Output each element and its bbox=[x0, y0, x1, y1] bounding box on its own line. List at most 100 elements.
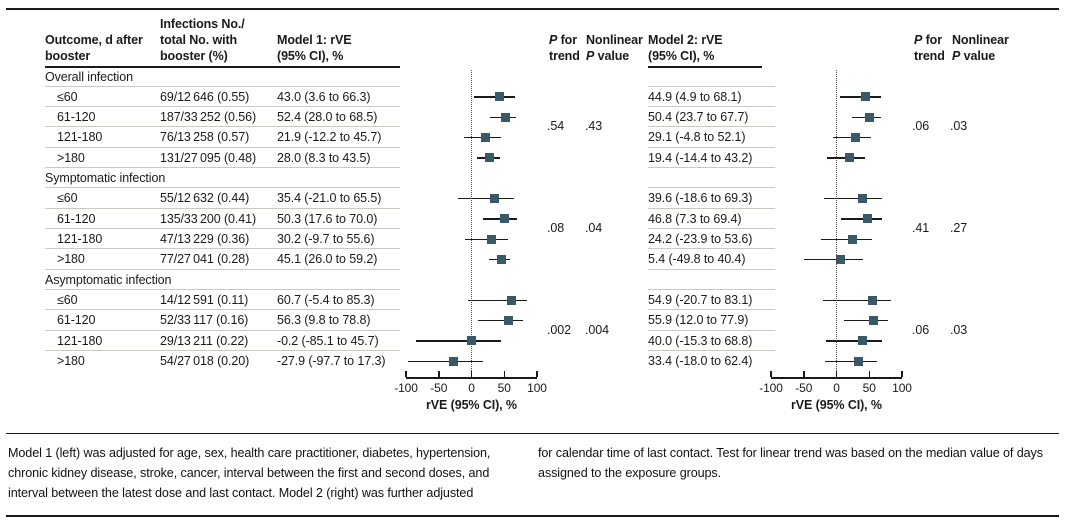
row-model1-rve: 35.4 (-21.0 to 65.5) bbox=[277, 191, 382, 206]
m2-p-nonlinear: .27 bbox=[950, 221, 968, 236]
ci-line-m2 bbox=[841, 218, 882, 220]
row-rule-left bbox=[45, 207, 400, 209]
table-row: ≤60 14/12 591 (0.11) 60.7 (-5.4 to 85.3) 54… bbox=[0, 290, 1065, 311]
x-axis-tick-label: 50 bbox=[862, 381, 876, 395]
table-row: 121-180 47/13 229 (0.36) 30.2 (-9.7 to 55.… bbox=[0, 229, 1065, 250]
row-infections: 55/12 632 (0.44) bbox=[160, 191, 250, 206]
x-axis-tick bbox=[536, 371, 538, 377]
footnote-right: for calendar time of last contact. Test … bbox=[538, 446, 1043, 480]
row-model2-rve: 33.4 (-18.0 to 62.4) bbox=[648, 354, 753, 369]
point-estimate-m2 bbox=[853, 356, 863, 366]
row-model2-rve: 46.8 (7.3 to 69.4) bbox=[648, 211, 742, 226]
col-header-p-trend-model1: P for trend bbox=[549, 33, 580, 63]
row-outcome-label: 61-120 bbox=[57, 313, 96, 328]
x-axis-tick-label: -50 bbox=[795, 381, 813, 395]
m1-p-nonlinear: .004 bbox=[585, 322, 609, 337]
row-rule-model2 bbox=[648, 228, 775, 230]
row-infections: 69/12 646 (0.55) bbox=[160, 89, 250, 104]
col-header-model1-line1: Model 1: rVE bbox=[277, 33, 352, 47]
zero-reference-line bbox=[835, 70, 837, 377]
m1-p-nonlinear: .04 bbox=[585, 221, 603, 236]
col-header-infections: Infections No./ total No. with booster (… bbox=[160, 16, 245, 64]
point-estimate-m2 bbox=[862, 214, 872, 224]
ci-line-m2 bbox=[826, 340, 882, 342]
col-header-infections-line2: total No. with bbox=[160, 33, 238, 47]
point-estimate-m1 bbox=[490, 194, 500, 204]
row-infections: 47/13 229 (0.36) bbox=[160, 232, 250, 247]
m2-p-nonlinear: .03 bbox=[950, 322, 968, 337]
point-estimate-m2 bbox=[851, 133, 861, 143]
col-header-outcome-line1: Outcome, d after bbox=[45, 33, 143, 47]
row-rule-left bbox=[45, 146, 400, 148]
section-row: Overall infection bbox=[0, 67, 1065, 87]
point-estimate-m1 bbox=[499, 214, 509, 224]
row-rule-model2 bbox=[648, 329, 775, 331]
col-header-nonlinear-model2: Nonlinear P value bbox=[952, 33, 1009, 63]
ci-line-m1 bbox=[407, 360, 483, 363]
row-model1-rve: 45.1 (26.0 to 59.2) bbox=[277, 252, 378, 267]
row-infections: 135/33 200 (0.41) bbox=[160, 211, 257, 226]
row-outcome-label: >180 bbox=[57, 150, 85, 165]
table-row: ≤60 69/12 646 (0.55) 43.0 (3.6 to 66.3) 44.… bbox=[0, 87, 1065, 108]
row-rule-left bbox=[45, 167, 400, 169]
point-estimate-m2 bbox=[844, 153, 854, 163]
table-row: ≤60 55/12 632 (0.44) 35.4 (-21.0 to 65.5) 3… bbox=[0, 188, 1065, 209]
m2-p-trend: .06 bbox=[912, 119, 930, 134]
point-estimate-m1 bbox=[448, 356, 458, 366]
section-row: Symptomatic infection bbox=[0, 168, 1065, 189]
point-estimate-m2 bbox=[868, 316, 878, 326]
row-model2-rve: 19.4 (-14.4 to 43.2) bbox=[648, 150, 753, 165]
row-rule-model2 bbox=[648, 289, 775, 291]
row-rule-left bbox=[45, 248, 400, 250]
row-rule-left bbox=[45, 350, 400, 352]
x-axis-tick bbox=[405, 371, 407, 377]
point-estimate-m1 bbox=[485, 153, 495, 163]
m1-p-trend: .54 bbox=[547, 119, 565, 134]
m1-p-nonlinear: .43 bbox=[585, 119, 603, 134]
x-axis-tick bbox=[868, 371, 870, 377]
row-rule-left bbox=[45, 106, 400, 108]
table-row: 61-120 187/33 252 (0.56) 52.4 (28.0 to 68.… bbox=[0, 107, 1065, 128]
row-rule-model2 bbox=[648, 85, 775, 87]
point-estimate-m1 bbox=[481, 133, 491, 143]
x-axis-tick-label: 0 bbox=[833, 381, 840, 395]
row-model1-rve: 21.9 (-12.2 to 45.7) bbox=[277, 130, 382, 145]
ci-line-m1 bbox=[467, 299, 528, 302]
row-rule-left bbox=[45, 329, 400, 331]
row-model2-rve: 55.9 (12.0 to 77.9) bbox=[648, 313, 749, 328]
row-rule-model2 bbox=[648, 207, 775, 209]
row-model1-rve: 56.3 (9.8 to 78.8) bbox=[277, 313, 371, 328]
m1-p-trend: .08 bbox=[547, 221, 565, 236]
row-rule-model2 bbox=[648, 350, 775, 352]
row-outcome-label: 121-180 bbox=[57, 232, 103, 247]
footnote-divider-rule bbox=[6, 433, 1059, 434]
row-model2-rve: 40.0 (-15.3 to 68.8) bbox=[648, 333, 753, 348]
x-axis-tick bbox=[835, 371, 838, 377]
header-rule-left bbox=[45, 66, 400, 68]
point-estimate-m1 bbox=[486, 234, 496, 244]
col-header-model2-line2: (95% CI), % bbox=[648, 49, 715, 63]
x-axis-tick-label: -100 bbox=[394, 381, 418, 395]
row-rule-model2 bbox=[648, 268, 775, 270]
col-header-outcome-line2: booster bbox=[45, 49, 91, 63]
x-axis-tick bbox=[901, 371, 903, 377]
table-row: 121-180 29/13 211 (0.22) -0.2 (-85.1 to 45… bbox=[0, 331, 1065, 352]
row-rule-model2 bbox=[648, 146, 775, 148]
row-model1-rve: 28.0 (8.3 to 43.5) bbox=[277, 150, 371, 165]
table-row: 121-180 76/13 258 (0.57) 21.9 (-12.2 to 45… bbox=[0, 127, 1065, 148]
row-rule-left bbox=[45, 289, 400, 291]
row-outcome-label: >180 bbox=[57, 354, 85, 369]
point-estimate-m2 bbox=[847, 234, 857, 244]
x-axis-tick-label: 0 bbox=[468, 381, 475, 395]
ci-line-m2 bbox=[824, 360, 878, 363]
ci-line-m1 bbox=[415, 340, 502, 342]
row-model2-rve: 54.9 (-20.7 to 83.1) bbox=[648, 293, 753, 308]
col-header-outcome: Outcome, d after booster bbox=[45, 32, 143, 64]
ci-line-m2 bbox=[839, 96, 882, 98]
row-model1-rve: 60.7 (-5.4 to 85.3) bbox=[277, 293, 375, 308]
table-row: >180 131/27 095 (0.48) 28.0 (8.3 to 43.5) 1… bbox=[0, 148, 1065, 169]
ci-line-m1 bbox=[473, 96, 515, 98]
row-outcome-label: 61-120 bbox=[57, 211, 96, 226]
row-rule-left bbox=[45, 85, 400, 87]
ci-line-m1 bbox=[457, 197, 515, 200]
